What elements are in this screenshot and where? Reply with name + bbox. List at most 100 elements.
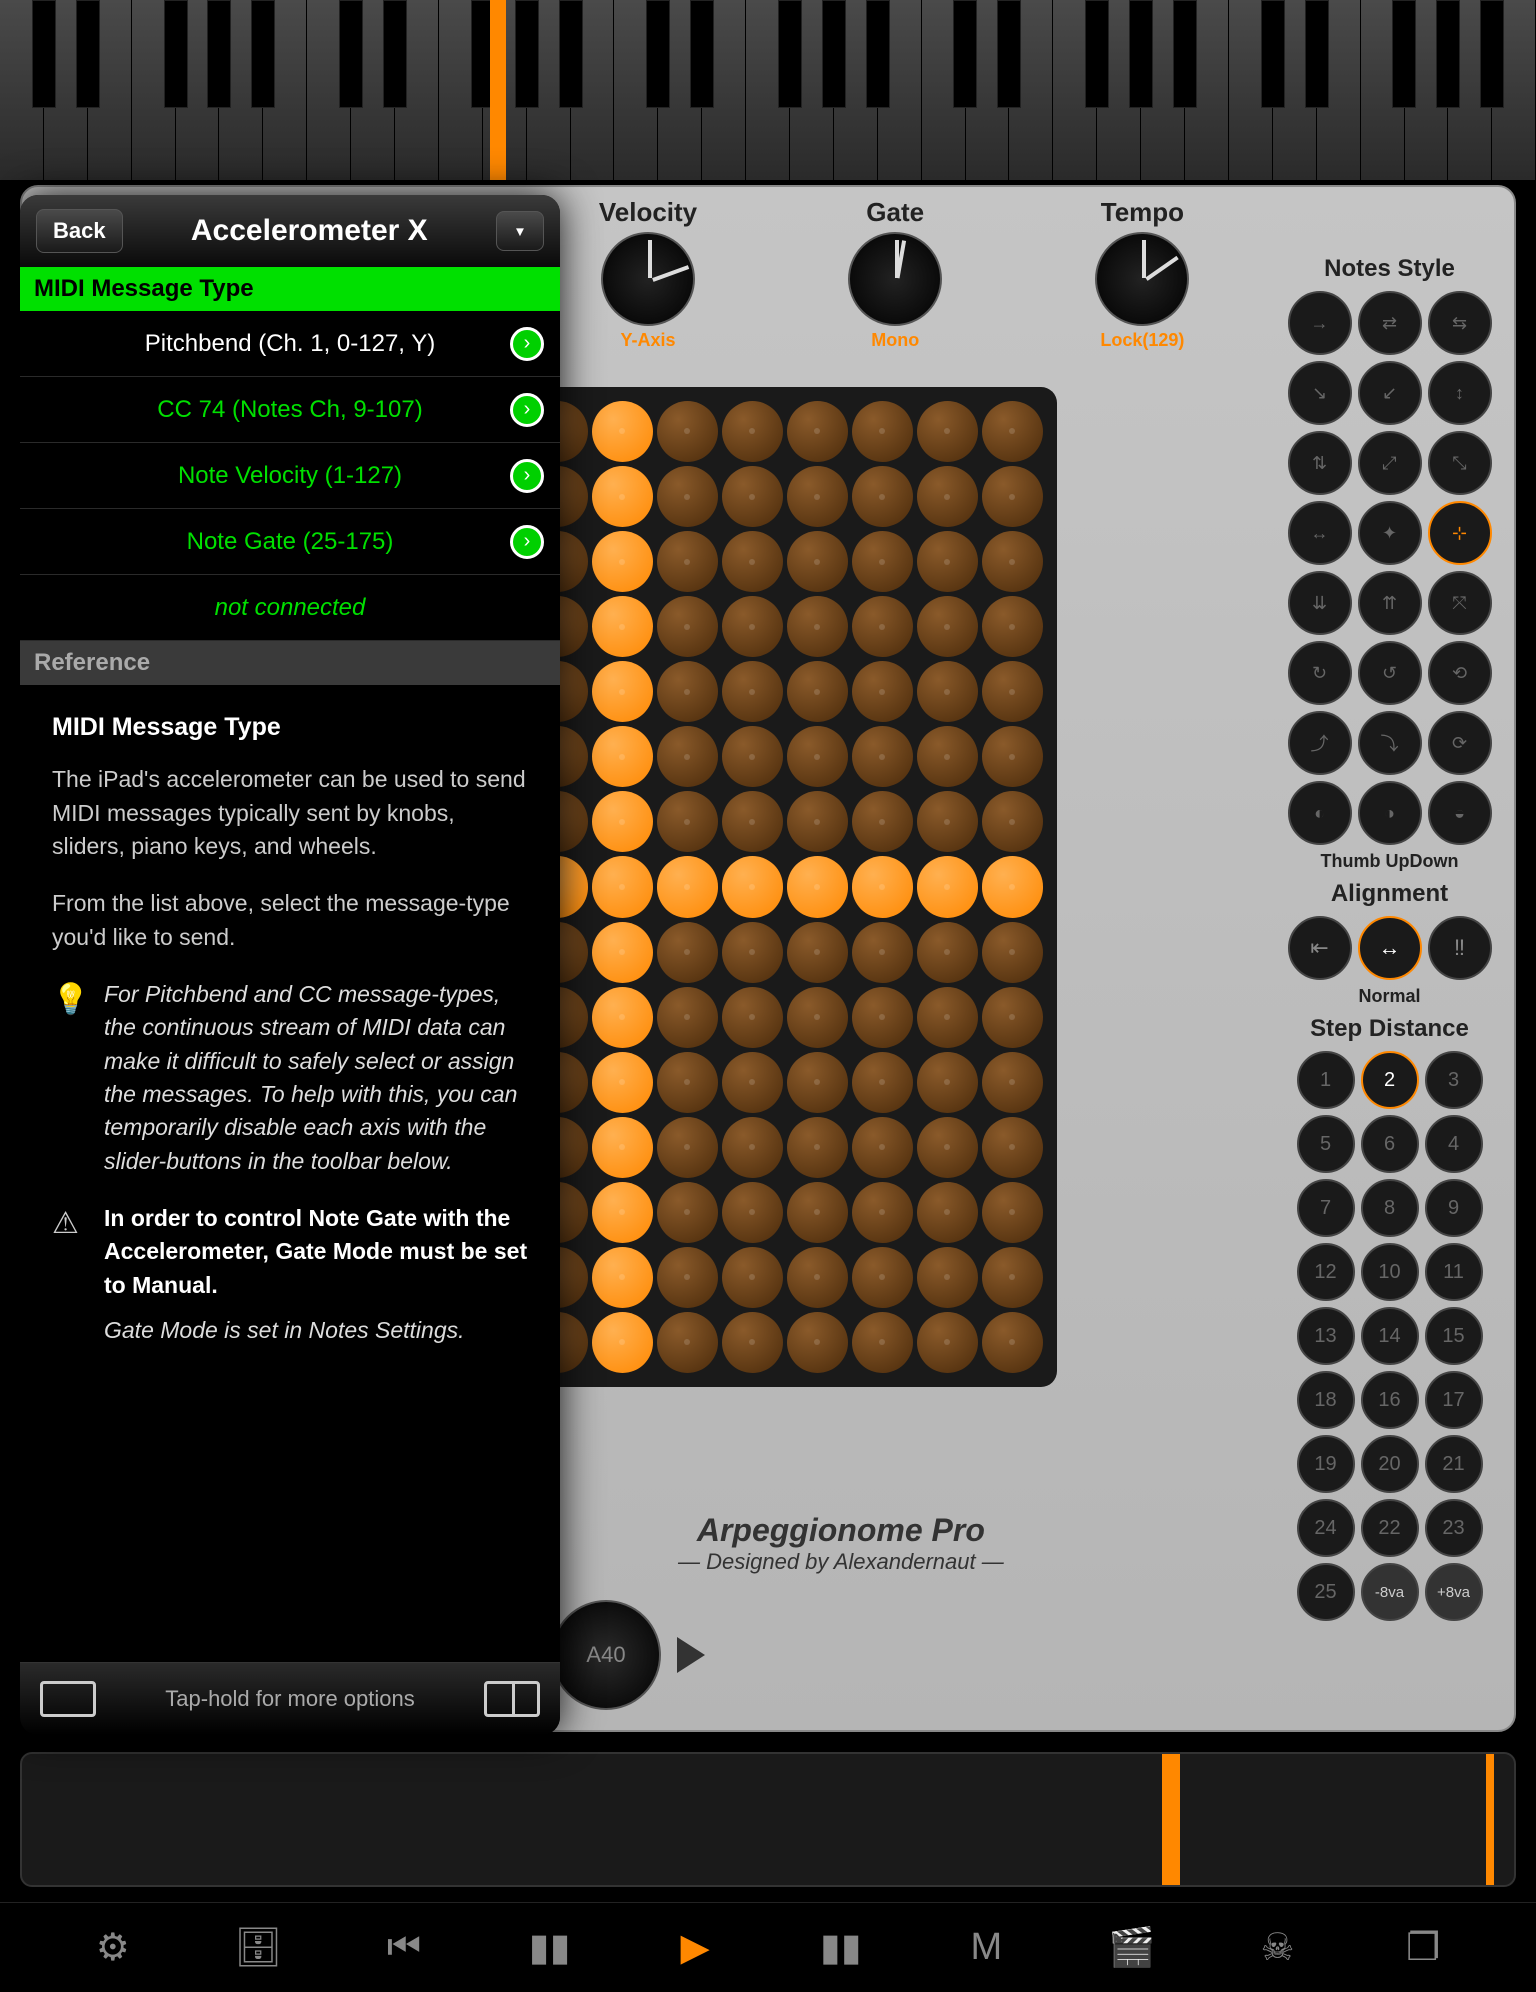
step-distance-option[interactable]: 7	[1297, 1179, 1355, 1237]
midi-type-row[interactable]: not connected	[20, 575, 560, 641]
black-key[interactable]	[822, 0, 846, 108]
pad-cell[interactable]	[592, 987, 653, 1048]
bars1-icon[interactable]: ▮▮	[525, 1925, 575, 1970]
pad-cell[interactable]	[787, 531, 848, 592]
pad-cell[interactable]	[982, 531, 1043, 592]
step-distance-option[interactable]: 10	[1361, 1243, 1419, 1301]
pad-cell[interactable]	[592, 922, 653, 983]
step-distance-option[interactable]: 6	[1361, 1115, 1419, 1173]
notes-style-option[interactable]: ↻	[1288, 641, 1352, 705]
pad-cell[interactable]	[657, 596, 718, 657]
knob-tempo[interactable]	[1095, 232, 1189, 326]
knob-gate[interactable]	[848, 232, 942, 326]
bars2-icon[interactable]: ▮▮	[816, 1925, 866, 1970]
step-distance-option[interactable]: -8va	[1361, 1563, 1419, 1621]
ribbon-slider[interactable]	[20, 1752, 1516, 1887]
pad-cell[interactable]	[982, 1247, 1043, 1308]
pad-cell[interactable]	[852, 401, 913, 462]
black-key[interactable]	[515, 0, 539, 108]
pad-cell[interactable]	[787, 596, 848, 657]
pad-cell[interactable]	[787, 1312, 848, 1373]
notes-style-option[interactable]: ↘	[1288, 361, 1352, 425]
gear-icon[interactable]: ⚙	[88, 1925, 138, 1970]
pad-cell[interactable]	[852, 1117, 913, 1178]
pad-cell[interactable]	[787, 1117, 848, 1178]
midi-type-row[interactable]: Note Velocity (1-127)›	[20, 443, 560, 509]
pad-cell[interactable]	[787, 466, 848, 527]
pad-cell[interactable]	[592, 596, 653, 657]
black-key[interactable]	[164, 0, 188, 108]
pad-cell[interactable]	[917, 466, 978, 527]
pad-cell[interactable]	[917, 856, 978, 917]
pad-cell[interactable]	[722, 466, 783, 527]
black-key[interactable]	[1129, 0, 1153, 108]
alignment-option[interactable]: ↔	[1358, 916, 1422, 980]
pad-cell[interactable]	[722, 661, 783, 722]
pad-cell[interactable]	[852, 531, 913, 592]
pad-cell[interactable]	[657, 791, 718, 852]
pad-cell[interactable]	[982, 726, 1043, 787]
step-distance-option[interactable]: 14	[1361, 1307, 1419, 1365]
step-distance-option[interactable]: 3	[1425, 1051, 1483, 1109]
notes-style-option[interactable]: ⇆	[1428, 291, 1492, 355]
pad-cell[interactable]	[592, 401, 653, 462]
pad-cell[interactable]	[787, 401, 848, 462]
disclosure-icon[interactable]: ›	[510, 393, 544, 427]
step-distance-option[interactable]: 15	[1425, 1307, 1483, 1365]
pad-cell[interactable]	[657, 661, 718, 722]
pad-cell[interactable]	[982, 922, 1043, 983]
black-key[interactable]	[32, 0, 56, 108]
pad-cell[interactable]	[657, 922, 718, 983]
movie-icon[interactable]: 🎬	[1107, 1926, 1157, 1970]
pad-cell[interactable]	[982, 987, 1043, 1048]
pad-cell[interactable]	[787, 856, 848, 917]
fullwidth-icon[interactable]	[40, 1681, 96, 1717]
notes-style-option[interactable]: ✦	[1358, 501, 1422, 565]
pad-cell[interactable]	[852, 791, 913, 852]
black-key[interactable]	[383, 0, 407, 108]
black-key[interactable]	[339, 0, 363, 108]
pad-cell[interactable]	[982, 466, 1043, 527]
pad-cell[interactable]	[852, 726, 913, 787]
notes-style-option[interactable]: ◑	[1358, 781, 1422, 845]
notes-style-option[interactable]: ⤧	[1428, 571, 1492, 635]
notes-style-option[interactable]: ⤡	[1428, 431, 1492, 495]
pad-cell[interactable]	[657, 1182, 718, 1243]
pad-cell[interactable]	[657, 726, 718, 787]
alignment-option[interactable]: ⇤	[1288, 916, 1352, 980]
pad-cell[interactable]	[982, 1117, 1043, 1178]
step-distance-option[interactable]: 2	[1361, 1051, 1419, 1109]
pad-cell[interactable]	[982, 1182, 1043, 1243]
pad-cell[interactable]	[592, 466, 653, 527]
black-key[interactable]	[1436, 0, 1460, 108]
step-distance-option[interactable]: 5	[1297, 1115, 1355, 1173]
step-distance-option[interactable]: 12	[1297, 1243, 1355, 1301]
disclosure-icon[interactable]: ›	[510, 459, 544, 493]
pad-cell[interactable]	[657, 1117, 718, 1178]
pad-cell[interactable]	[917, 1182, 978, 1243]
notes-style-option[interactable]: ⊹	[1428, 501, 1492, 565]
notes-style-option[interactable]: ↕	[1428, 361, 1492, 425]
black-key[interactable]	[778, 0, 802, 108]
midi-type-row[interactable]: Note Gate (25-175)›	[20, 509, 560, 575]
pad-cell[interactable]	[852, 987, 913, 1048]
step-distance-option[interactable]: 1	[1297, 1051, 1355, 1109]
pad-cell[interactable]	[982, 661, 1043, 722]
pad-cell[interactable]	[592, 1312, 653, 1373]
black-key[interactable]	[1085, 0, 1109, 108]
pad-cell[interactable]	[657, 401, 718, 462]
pad-cell[interactable]	[592, 661, 653, 722]
pad-cell[interactable]	[917, 531, 978, 592]
step-distance-option[interactable]: 8	[1361, 1179, 1419, 1237]
pad-cell[interactable]	[592, 856, 653, 917]
notes-style-option[interactable]: ⤢	[1358, 431, 1422, 495]
step-distance-option[interactable]: 11	[1425, 1243, 1483, 1301]
black-key[interactable]	[997, 0, 1021, 108]
pad-cell[interactable]	[657, 987, 718, 1048]
pad-cell[interactable]	[722, 856, 783, 917]
pad-cell[interactable]	[722, 922, 783, 983]
prev-icon[interactable]: ⏮	[379, 1926, 429, 1969]
pad-cell[interactable]	[787, 726, 848, 787]
step-distance-option[interactable]: 4	[1425, 1115, 1483, 1173]
pad-cell[interactable]	[722, 726, 783, 787]
